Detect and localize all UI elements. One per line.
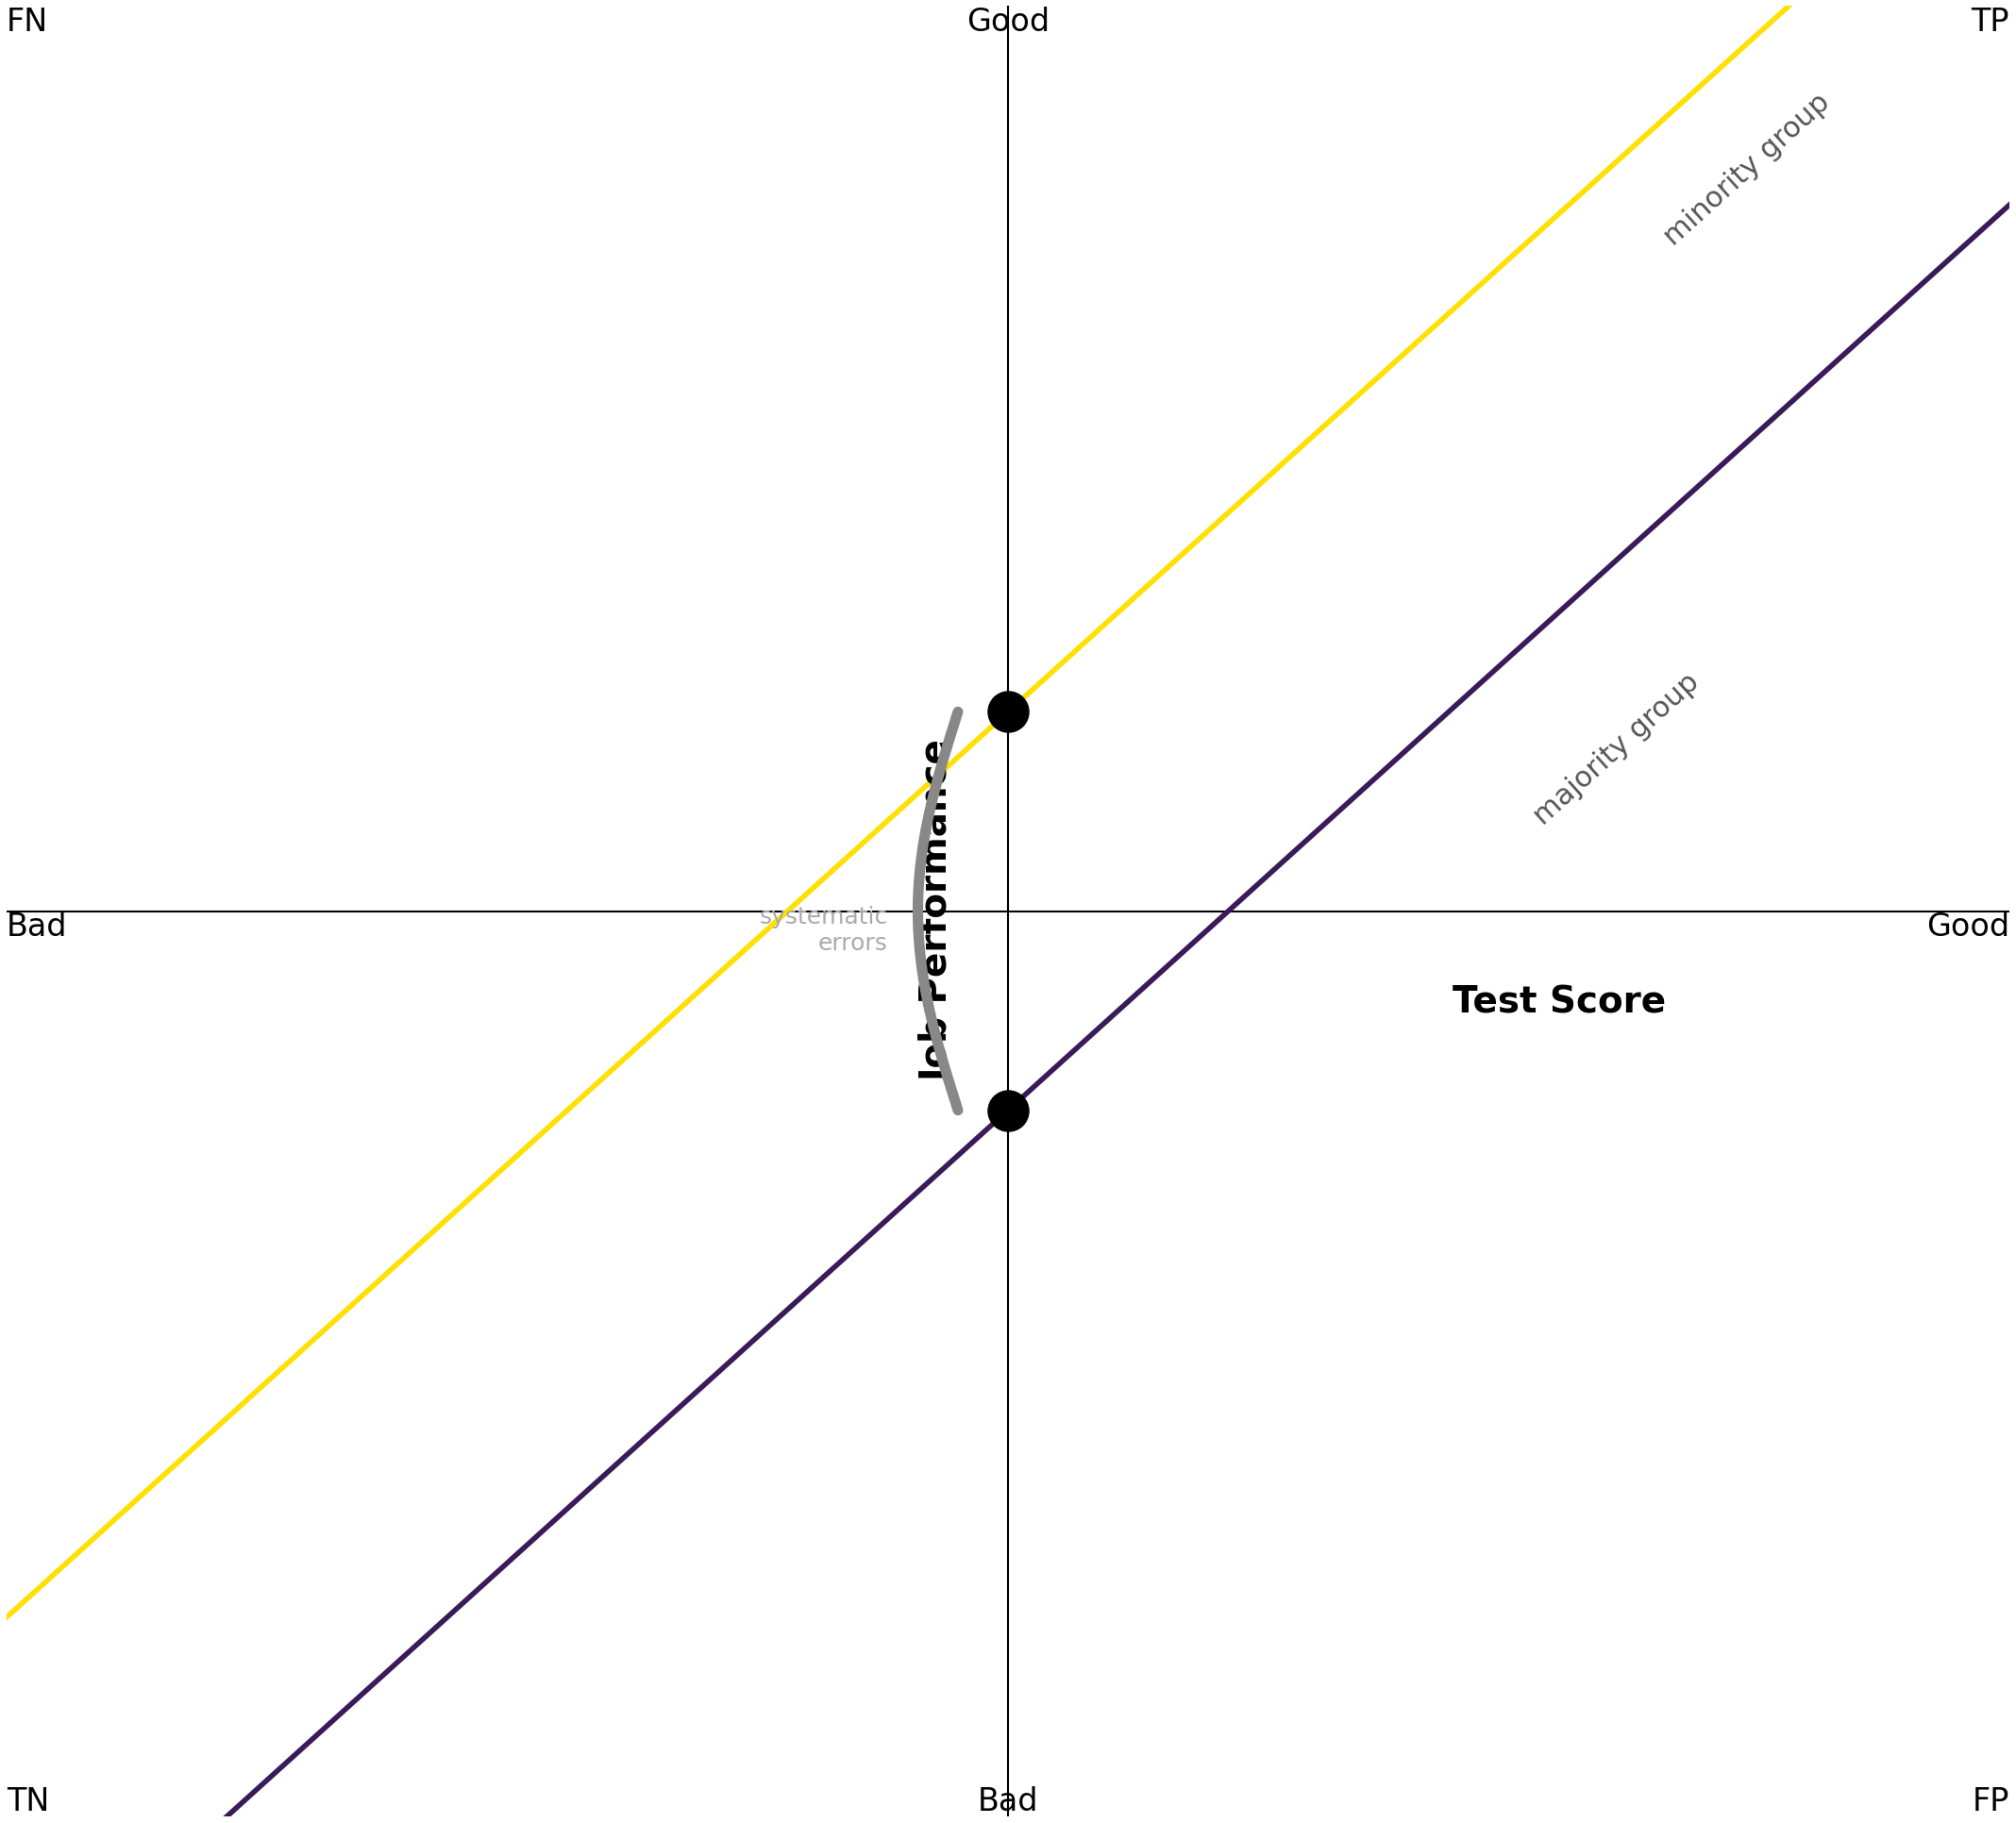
Text: majority group: majority group bbox=[1528, 667, 1706, 829]
Point bbox=[992, 698, 1024, 727]
Text: minority group: minority group bbox=[1659, 88, 1835, 252]
Text: systematic
errors: systematic errors bbox=[760, 906, 887, 953]
Text: Bad: Bad bbox=[6, 912, 67, 942]
Text: Bad: Bad bbox=[978, 1785, 1038, 1816]
Text: TN: TN bbox=[6, 1785, 48, 1816]
Text: FP: FP bbox=[1972, 1785, 2010, 1816]
Point bbox=[992, 1096, 1024, 1125]
Text: Job Performance: Job Performance bbox=[919, 740, 956, 1083]
Text: FN: FN bbox=[6, 7, 48, 38]
Text: Good: Good bbox=[1925, 912, 2010, 942]
Text: TP: TP bbox=[1972, 7, 2010, 38]
Text: Good: Good bbox=[966, 7, 1050, 38]
Text: Test Score: Test Score bbox=[1452, 984, 1665, 1019]
